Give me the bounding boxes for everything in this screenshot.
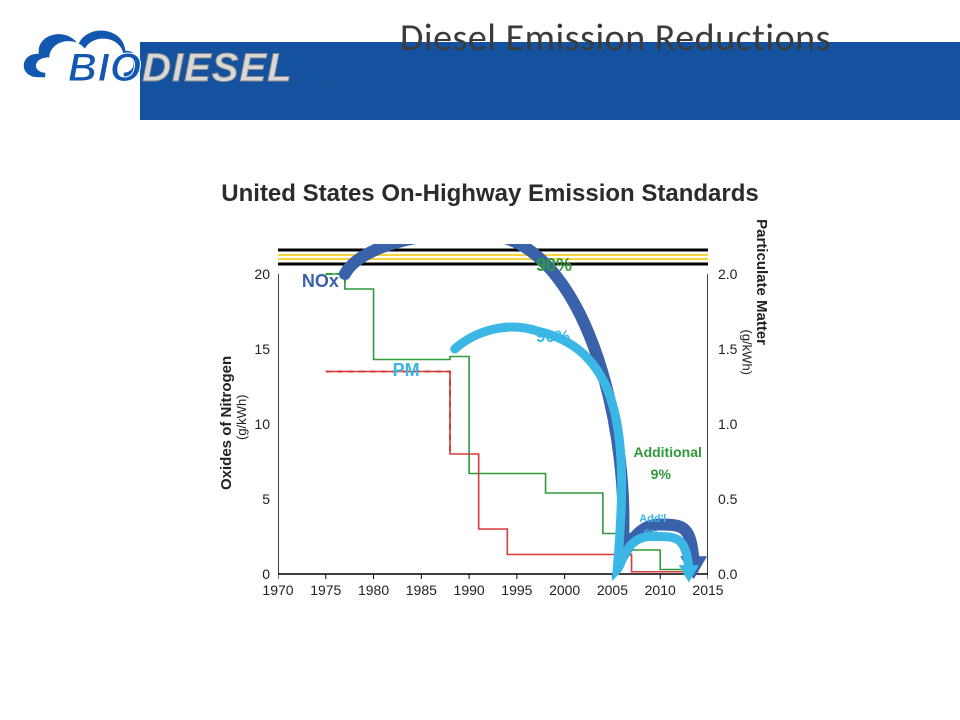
tick-label: 2000: [549, 582, 580, 598]
annotation-pm_label: PM: [393, 360, 420, 381]
tick-label: 1980: [358, 582, 389, 598]
chart-title: United States On-Highway Emission Standa…: [200, 180, 780, 208]
tick-label: 2010: [645, 582, 676, 598]
logo-wordmark: BIODIESEL: [68, 46, 293, 91]
tick-label: 10: [240, 416, 270, 432]
logo-bio: BIO: [68, 46, 142, 90]
tick-label: 2.0: [718, 266, 748, 282]
tick-label: 1.0: [718, 416, 748, 432]
tick-label: 2005: [597, 582, 628, 598]
plot-area: [278, 244, 708, 544]
slide-title: Diesel Emission Reductions: [400, 15, 960, 61]
y-right-label: Particulate Matter: [753, 219, 770, 345]
annotation-addl_pm: Add'l: [639, 513, 666, 525]
tick-label: 1985: [406, 582, 437, 598]
tick-label: 15: [240, 341, 270, 357]
tick-label: 1975: [310, 582, 341, 598]
tick-label: 0.0: [718, 566, 748, 582]
tick-label: 1970: [262, 582, 293, 598]
annotation-pct_pm_90: 90%: [536, 327, 570, 347]
annotation-add9_nox: Additional: [633, 444, 701, 460]
tick-label: 5: [240, 491, 270, 507]
tick-label: 0.5: [718, 491, 748, 507]
logo-diesel: DIESEL: [142, 46, 292, 90]
registered-mark: ®: [328, 80, 333, 93]
annotation-nox_label: NOx: [302, 271, 339, 292]
tick-label: 2015: [692, 582, 723, 598]
tick-label: 0: [240, 566, 270, 582]
biodiesel-logo: BIODIESEL ®: [8, 8, 338, 118]
tick-label: 20: [240, 266, 270, 282]
tick-label: 1995: [501, 582, 532, 598]
annotation-pct_nox_90: 90%: [536, 255, 572, 276]
annotation-addl_pm2: 9%: [644, 528, 660, 540]
y-left-label: Oxides of Nitrogen: [218, 356, 235, 490]
tick-label: 1990: [454, 582, 485, 598]
tick-label: 1.5: [718, 341, 748, 357]
annotation-add9b_nox: 9%: [651, 466, 671, 482]
emissions-chart: United States On-Highway Emission Standa…: [200, 180, 780, 600]
